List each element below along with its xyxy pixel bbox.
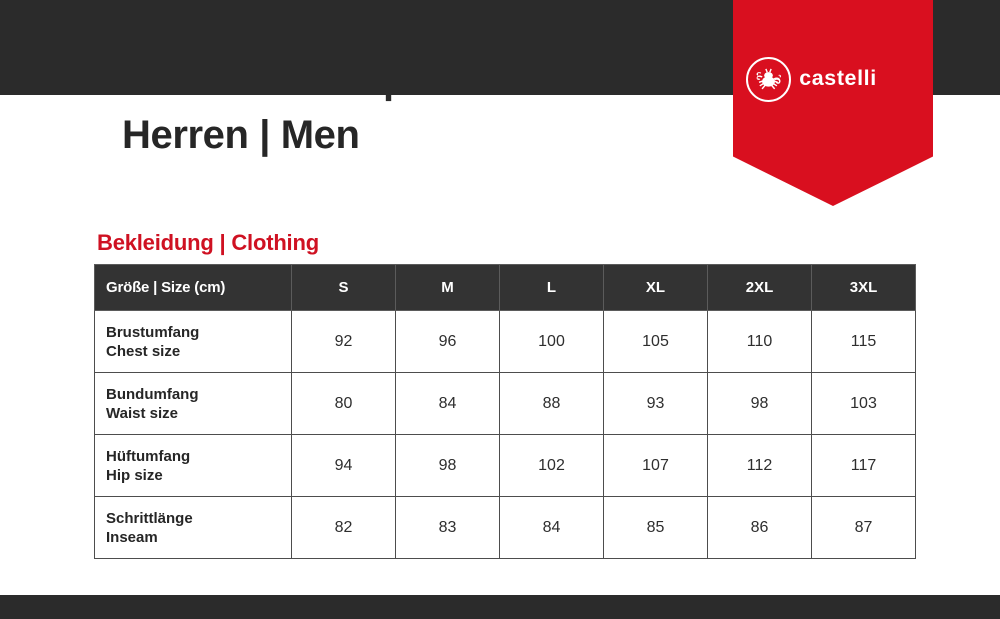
- table-row: Bundumfang Waist size 80 84 88 93 98 103: [94, 372, 916, 435]
- cell-inseam-s: 82: [291, 496, 396, 559]
- column-header-m: M: [395, 264, 500, 311]
- row-label-inseam: Schrittlänge Inseam: [94, 496, 292, 559]
- row-label-en: Chest size: [106, 342, 181, 360]
- page-title: Größentabelle | Size Chart Größentabelle…: [0, 0, 733, 175]
- bottom-dark-band: [0, 595, 1000, 619]
- column-header-l: L: [499, 264, 604, 311]
- cell-chest-xl: 105: [603, 310, 708, 373]
- row-label-en: Inseam: [106, 528, 158, 546]
- cell-waist-l: 88: [499, 372, 604, 435]
- cell-waist-xl: 93: [603, 372, 708, 435]
- cell-chest-m: 96: [395, 310, 500, 373]
- row-label-en: Hip size: [106, 466, 163, 484]
- row-label-de: Hüftumfang: [106, 447, 191, 465]
- cell-inseam-m: 83: [395, 496, 500, 559]
- row-label-de: Schrittlänge: [106, 509, 193, 527]
- column-header-2xl: 2XL: [707, 264, 812, 311]
- page-title-dark-part: Größentabelle | Size Chart: [97, 54, 605, 101]
- cell-inseam-l: 84: [499, 496, 604, 559]
- cell-inseam-2xl: 86: [707, 496, 812, 559]
- page-subtitle: Herren | Men: [122, 113, 360, 157]
- cell-chest-l: 100: [499, 310, 604, 373]
- cell-chest-2xl: 110: [707, 310, 812, 373]
- cell-hip-xl: 107: [603, 434, 708, 497]
- column-header-label: Größe | Size (cm): [94, 264, 292, 311]
- column-header-3xl: 3XL: [811, 264, 916, 311]
- size-chart-table-wrapper: Größe | Size (cm) S M L XL 2XL 3XL Brust…: [94, 264, 916, 559]
- row-label-waist: Bundumfang Waist size: [94, 372, 292, 435]
- cell-chest-3xl: 115: [811, 310, 916, 373]
- brand-lockup: castelli: [733, 56, 933, 102]
- column-header-s: S: [291, 264, 396, 311]
- column-header-xl: XL: [603, 264, 708, 311]
- brand-banner: castelli: [733, 0, 933, 206]
- size-chart-table: Größe | Size (cm) S M L XL 2XL 3XL Brust…: [94, 264, 916, 559]
- row-label-hip: Hüftumfang Hip size: [94, 434, 292, 497]
- table-row: Hüftumfang Hip size 94 98 102 107 112 11…: [94, 434, 916, 497]
- cell-hip-m: 98: [395, 434, 500, 497]
- cell-waist-3xl: 103: [811, 372, 916, 435]
- cell-waist-2xl: 98: [707, 372, 812, 435]
- cell-chest-s: 92: [291, 310, 396, 373]
- cell-waist-m: 84: [395, 372, 500, 435]
- cell-inseam-xl: 85: [603, 496, 708, 559]
- scorpion-in-circle-icon: [746, 56, 791, 102]
- row-label-en: Waist size: [106, 404, 178, 422]
- brand-wordmark: castelli: [799, 67, 877, 90]
- cell-waist-s: 80: [291, 372, 396, 435]
- row-label-chest: Brustumfang Chest size: [94, 310, 292, 373]
- cell-hip-2xl: 112: [707, 434, 812, 497]
- table-row: Brustumfang Chest size 92 96 100 105 110…: [94, 310, 916, 373]
- cell-hip-3xl: 117: [811, 434, 916, 497]
- headline-block: Größentabelle | Size Chart Größentabelle…: [0, 0, 733, 175]
- row-label-de: Brustumfang: [106, 323, 200, 341]
- cell-hip-l: 102: [499, 434, 604, 497]
- cell-hip-s: 94: [291, 434, 396, 497]
- page-title-light-part: Größentabelle | Size Chart: [97, 54, 605, 101]
- table-header-row: Größe | Size (cm) S M L XL 2XL 3XL: [94, 264, 916, 311]
- section-heading: Bekleidung | Clothing: [97, 230, 319, 255]
- table-row: Schrittlänge Inseam 82 83 84 85 86 87: [94, 496, 916, 559]
- row-label-de: Bundumfang: [106, 385, 199, 403]
- cell-inseam-3xl: 87: [811, 496, 916, 559]
